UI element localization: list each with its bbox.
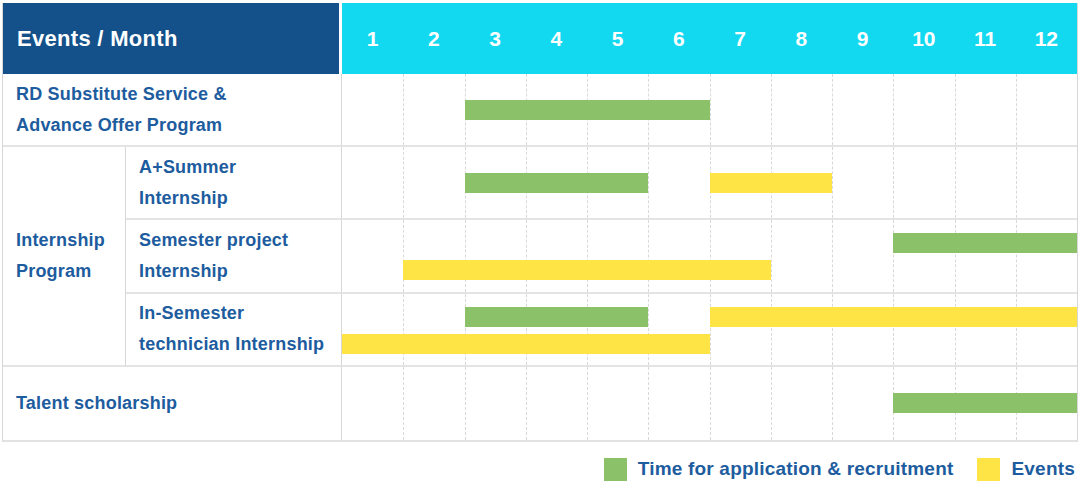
legend: Time for application & recruitment Event… xyxy=(604,455,1075,483)
month-gridline xyxy=(955,147,956,218)
month-gridline xyxy=(771,294,772,365)
row-label-line: Semester project xyxy=(139,225,341,256)
month-gridline xyxy=(648,220,649,291)
month-header-7: 7 xyxy=(710,3,771,74)
chart-row-talent-scholarship xyxy=(342,367,1077,440)
legend-item-application-recruitment: Time for application & recruitment xyxy=(604,458,954,481)
gantt-bar-green xyxy=(893,393,1077,413)
month-gridline xyxy=(1016,74,1017,145)
month-header-1: 1 xyxy=(342,3,403,74)
month-header-5: 5 xyxy=(587,3,648,74)
month-gridline xyxy=(1016,294,1017,365)
month-gridline xyxy=(1016,220,1017,291)
month-gridline xyxy=(526,367,527,440)
row-label-line: technician Internship xyxy=(139,329,341,360)
month-gridline xyxy=(955,294,956,365)
month-gridline xyxy=(832,74,833,145)
legend-label: Time for application & recruitment xyxy=(638,458,954,480)
month-gridline xyxy=(710,74,711,145)
legend-item-events: Events xyxy=(977,458,1075,481)
group-label-line: Internship xyxy=(16,225,125,256)
month-gridline xyxy=(465,220,466,291)
month-header-row: 1 2 3 4 5 6 7 8 9 10 11 12 xyxy=(342,3,1077,74)
month-header-9: 9 xyxy=(832,3,893,74)
chart-row-rd-substitute xyxy=(342,74,1077,147)
gantt-table: Events / Month 1 2 3 4 5 6 7 8 9 10 11 1… xyxy=(2,3,1078,442)
month-gridline xyxy=(710,367,711,440)
month-gridline xyxy=(1016,147,1017,218)
group-label-internship-program: Internship Program xyxy=(3,147,126,367)
month-gridline xyxy=(465,294,466,365)
gantt-bar-green xyxy=(465,307,649,327)
green-swatch-icon xyxy=(604,458,627,481)
month-gridline xyxy=(648,147,649,218)
month-gridline xyxy=(526,294,527,365)
gantt-bar-green xyxy=(465,100,710,120)
row-label-in-semester-technician-internship: In-Semester technician Internship xyxy=(126,294,342,367)
month-gridline xyxy=(832,220,833,291)
month-gridline xyxy=(587,294,588,365)
month-gridline xyxy=(710,294,711,365)
row-label-line: Internship xyxy=(139,256,341,287)
month-header-2: 2 xyxy=(403,3,464,74)
month-gridline xyxy=(465,367,466,440)
legend-label: Events xyxy=(1011,458,1075,480)
events-month-header-label: Events / Month xyxy=(17,26,178,52)
month-gridline xyxy=(648,367,649,440)
month-gridline xyxy=(771,220,772,291)
month-gridline xyxy=(832,294,833,365)
month-gridline xyxy=(710,220,711,291)
chart-row-a-summer-internship xyxy=(342,147,1077,220)
yellow-swatch-icon xyxy=(977,458,1000,481)
gantt-bar-green xyxy=(893,233,1077,253)
month-gridline xyxy=(403,220,404,291)
month-header-3: 3 xyxy=(465,3,526,74)
row-label-a-summer-internship: A+Summer Internship xyxy=(126,147,342,220)
month-gridline xyxy=(893,294,894,365)
month-gridline xyxy=(955,74,956,145)
gantt-bar-yellow xyxy=(342,334,710,354)
month-gridline xyxy=(771,367,772,440)
row-label-line: Talent scholarship xyxy=(16,388,341,419)
gantt-bar-yellow xyxy=(710,173,833,193)
group-label-line: Program xyxy=(16,256,125,287)
month-gridline xyxy=(526,220,527,291)
month-gridline xyxy=(648,294,649,365)
month-gridline xyxy=(403,74,404,145)
month-header-4: 4 xyxy=(526,3,587,74)
month-gridline xyxy=(403,367,404,440)
month-header-6: 6 xyxy=(648,3,709,74)
month-gridline xyxy=(403,294,404,365)
row-label-line: A+Summer xyxy=(139,152,341,183)
gantt-bar-green xyxy=(465,173,649,193)
month-gridline xyxy=(832,147,833,218)
row-label-line: RD Substitute Service & xyxy=(16,79,341,110)
gantt-bar-yellow xyxy=(403,260,771,280)
month-header-12: 12 xyxy=(1016,3,1077,74)
month-gridline xyxy=(771,74,772,145)
row-label-line: Advance Offer Program xyxy=(16,110,341,141)
month-header-10: 10 xyxy=(893,3,954,74)
month-gridline xyxy=(832,367,833,440)
row-label-rd-substitute: RD Substitute Service & Advance Offer Pr… xyxy=(3,74,342,147)
chart-row-in-semester-technician-internship xyxy=(342,294,1077,367)
month-gridline xyxy=(893,220,894,291)
row-label-line: Internship xyxy=(139,183,341,214)
row-label-line: In-Semester xyxy=(139,298,341,329)
month-gridline xyxy=(893,147,894,218)
chart-row-semester-project-internship xyxy=(342,220,1077,293)
month-gridline xyxy=(893,74,894,145)
row-label-talent-scholarship: Talent scholarship xyxy=(3,367,342,440)
month-gridline xyxy=(955,220,956,291)
month-gridline xyxy=(587,367,588,440)
row-label-semester-project-internship: Semester project Internship xyxy=(126,220,342,293)
gantt-bar-yellow xyxy=(710,307,1078,327)
events-month-header: Events / Month xyxy=(3,3,342,74)
month-header-8: 8 xyxy=(771,3,832,74)
month-gridline xyxy=(587,220,588,291)
month-gridline xyxy=(403,147,404,218)
month-header-11: 11 xyxy=(955,3,1016,74)
